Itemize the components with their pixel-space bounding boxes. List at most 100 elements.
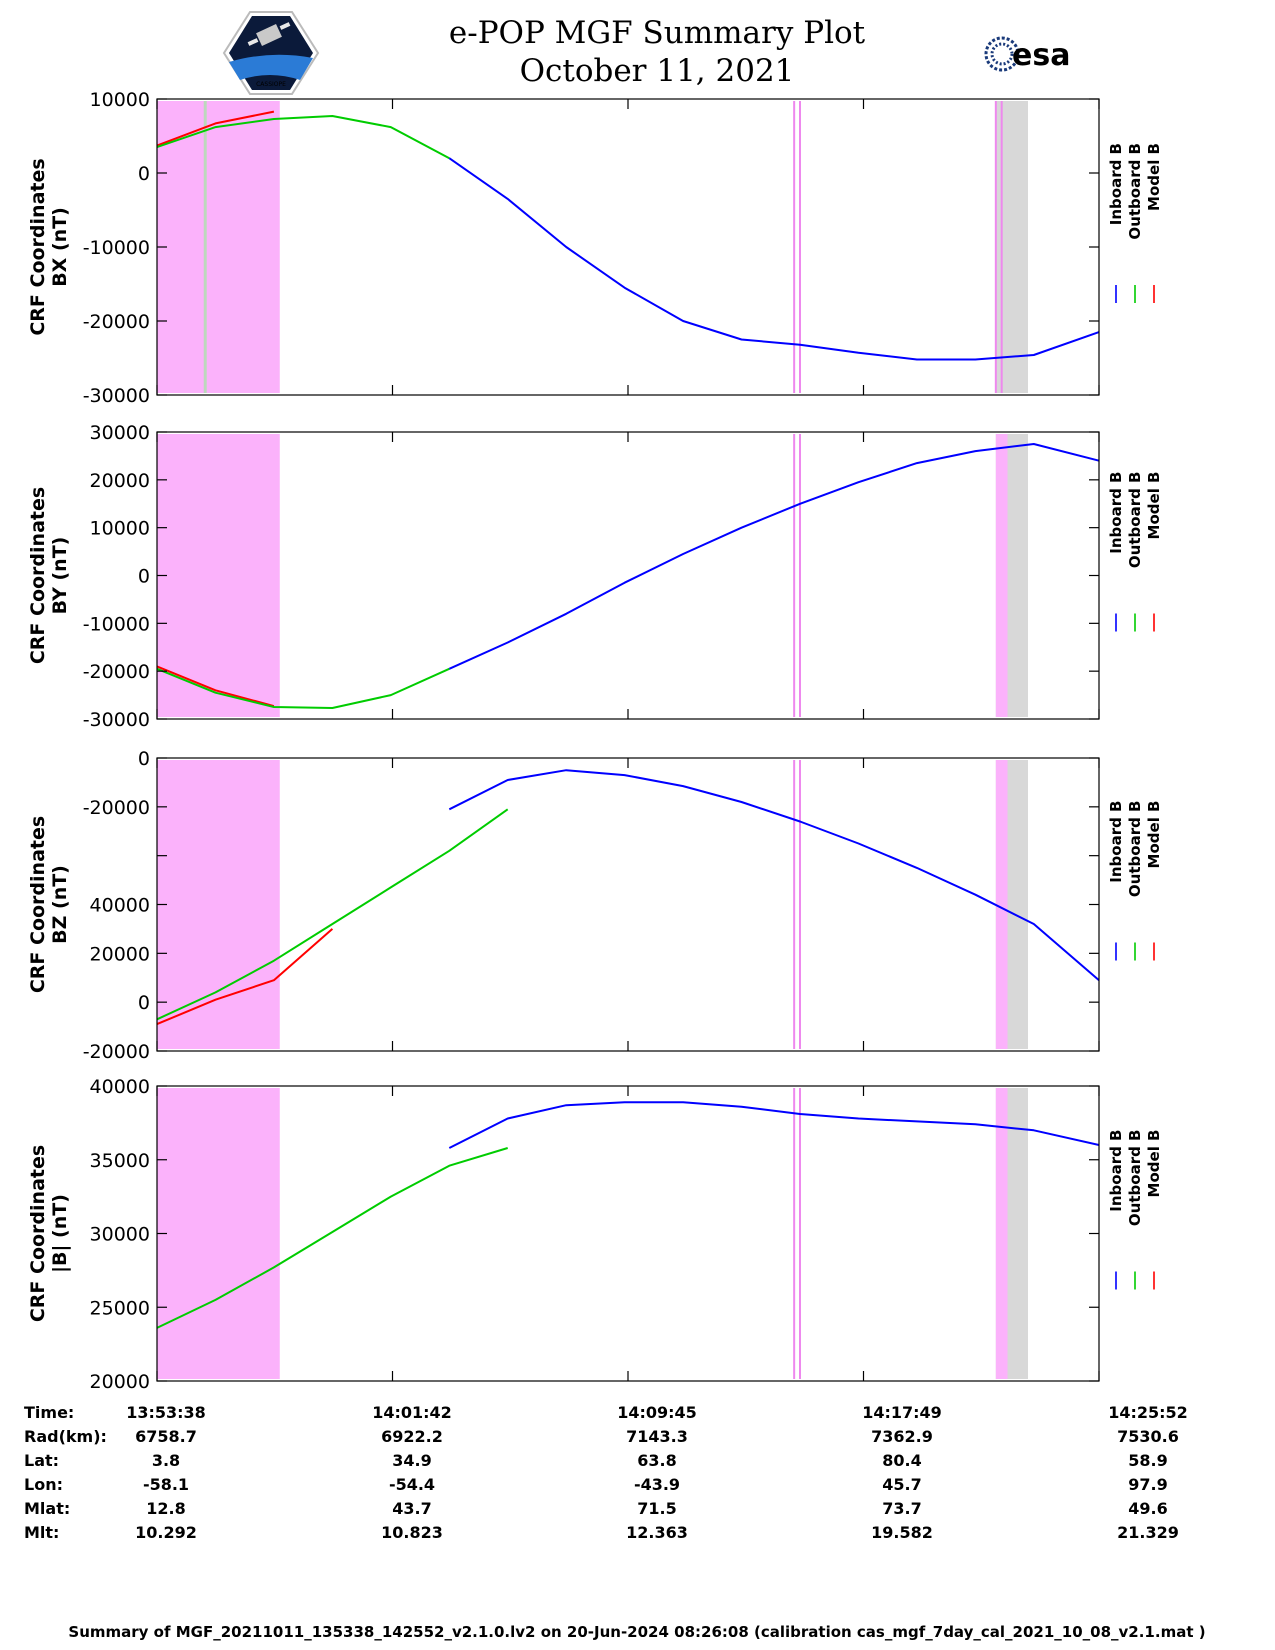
y-tick-label: -30000 [83,709,150,731]
info-row-label: Mlat: [24,1499,70,1518]
panel-3: 0 -20000 40000 20000 0 -20000 CRF Coordinates B… [27,748,1163,1063]
legend-entry-label: Model B [1145,1130,1163,1198]
info-cell-value: 6922.2 [381,1427,443,1446]
time-tick-label: 14:09:45 [617,1403,697,1422]
esa-logo-text: esa [1012,38,1070,73]
legend-entry-label: Inboard B [1107,143,1125,225]
magenta-shade-region [157,1088,280,1379]
series-line-model [156,928,334,1026]
magenta-shade-region [995,1088,1008,1379]
y-axis-label: CRF Coordinates [27,1145,49,1322]
magenta-shade-region [157,101,280,393]
legend-entry-label: Outboard B [1126,472,1144,569]
y-axis-label: CRF Coordinates [27,487,49,664]
info-cell-value: 7530.6 [1117,1427,1179,1446]
info-cell-value: 7143.3 [626,1427,688,1446]
magenta-shade-region [157,760,280,1049]
gray-shade-region [995,101,1028,393]
y-tick-label: 0 [138,566,150,588]
y-axis-unit-label: BY (nT) [49,537,71,615]
y-tick-label: 0 [138,992,150,1014]
y-tick-label: 0 [138,163,150,185]
y-tick-label: -20000 [83,661,150,683]
time-tick-label: 14:25:52 [1108,1403,1188,1422]
y-tick-label: 35000 [90,1150,150,1172]
info-cell-value: 43.7 [392,1499,431,1518]
panel-1: 10000 0 -10000 -20000 -30000 CRF Coordinates B… [27,89,1163,407]
axes-box [156,1085,1100,1382]
series-line-model [156,665,275,708]
legend-entry-label: Model B [1145,143,1163,211]
y-tick-label: 10000 [90,89,150,111]
y-tick-label: 30000 [90,422,150,444]
series-line-outboard [156,808,509,1021]
series-line-inboard [448,443,1100,670]
series-line-inboard [448,1101,1100,1149]
series-line-inboard [448,769,1100,981]
info-cell-value: -54.4 [389,1475,435,1494]
legend-entry-label: Model B [1145,801,1163,869]
y-axis-unit-label: BZ (nT) [49,865,71,944]
series-line-outboard [156,115,450,160]
legend-entry-label: Model B [1145,472,1163,540]
cassiope-logo: CASSIOPE [222,11,320,95]
magenta-shade-region [995,760,1008,1049]
info-cell-value: 45.7 [882,1475,921,1494]
y-tick-label: 30000 [90,1224,150,1246]
legend-entry-label: Inboard B [1107,472,1125,554]
info-cell-value: 10.292 [135,1523,197,1542]
esa-logo: esa [984,36,1070,73]
y-tick-label: 25000 [90,1297,150,1319]
info-table: Time: Rad(km): Lat: Lon: Mlat: Mlt: 13:53:38 67… [24,1403,1188,1542]
legend: Inboard B Outboard B Model B [1107,472,1163,632]
info-cell-value: 71.5 [637,1499,676,1518]
series-line-inboard [448,157,1100,361]
header: CASSIOPE e-POP MGF Summary Plot October … [222,11,1070,95]
info-row-label: Lat: [24,1451,59,1470]
y-tick-label: 0 [138,748,150,770]
series-line-outboard [156,1147,508,1329]
footer-caption: Summary of MGF_20211011_135338_142552_v2… [68,1623,1205,1641]
panel-4: 40000 35000 30000 25000 20000 CRF Coordinates… [27,1076,1163,1393]
info-row-label: Lon: [24,1475,63,1494]
y-tick-label: 20000 [90,943,150,965]
cassiope-logo-text: CASSIOPE [256,81,286,88]
legend-entry-label: Outboard B [1126,1130,1144,1227]
panel-2: 30000 20000 10000 0 -10000 -20000 -30000 CRF Co… [27,422,1163,731]
info-cell-value: 12.8 [146,1499,185,1518]
legend-entry-label: Inboard B [1107,1130,1125,1212]
info-cell-value: 12.363 [626,1523,688,1542]
y-tick-label: -20000 [83,311,150,333]
axes-box [156,757,1100,1052]
time-tick-label: 14:17:49 [862,1403,942,1422]
y-axis-label: CRF Coordinates [27,158,49,335]
info-row-label: Time: [24,1403,74,1422]
y-tick-label: -20000 [83,1041,150,1063]
y-tick-label: 40000 [90,1076,150,1098]
info-cell-value: -58.1 [143,1475,189,1494]
y-tick-label: -20000 [83,797,150,819]
info-cell-value: 97.9 [1128,1475,1167,1494]
info-cell-value: 49.6 [1128,1499,1167,1518]
info-cell-value: 7362.9 [871,1427,933,1446]
y-tick-label: 20000 [90,1371,150,1393]
info-cell-value: 10.823 [381,1523,443,1542]
title-line-1: e-POP MGF Summary Plot [449,15,866,51]
y-axis-unit-label: BX (nT) [49,207,71,287]
legend-entry-label: Outboard B [1126,801,1144,898]
magenta-shade-region [995,434,1008,717]
series-line-outboard [156,667,450,709]
title-line-2: October 11, 2021 [520,53,795,89]
axes-box [156,431,1100,720]
info-cell-value: 63.8 [637,1451,676,1470]
y-tick-label: -30000 [83,385,150,407]
info-cell-value: 80.4 [882,1451,921,1470]
time-tick-label: 13:53:38 [126,1403,206,1422]
info-cell-value: 19.582 [871,1523,933,1542]
info-row-label: Mlt: [24,1523,59,1542]
axes-box [156,98,1100,396]
magenta-shade-region [157,434,280,717]
info-cell-value: 73.7 [882,1499,921,1518]
